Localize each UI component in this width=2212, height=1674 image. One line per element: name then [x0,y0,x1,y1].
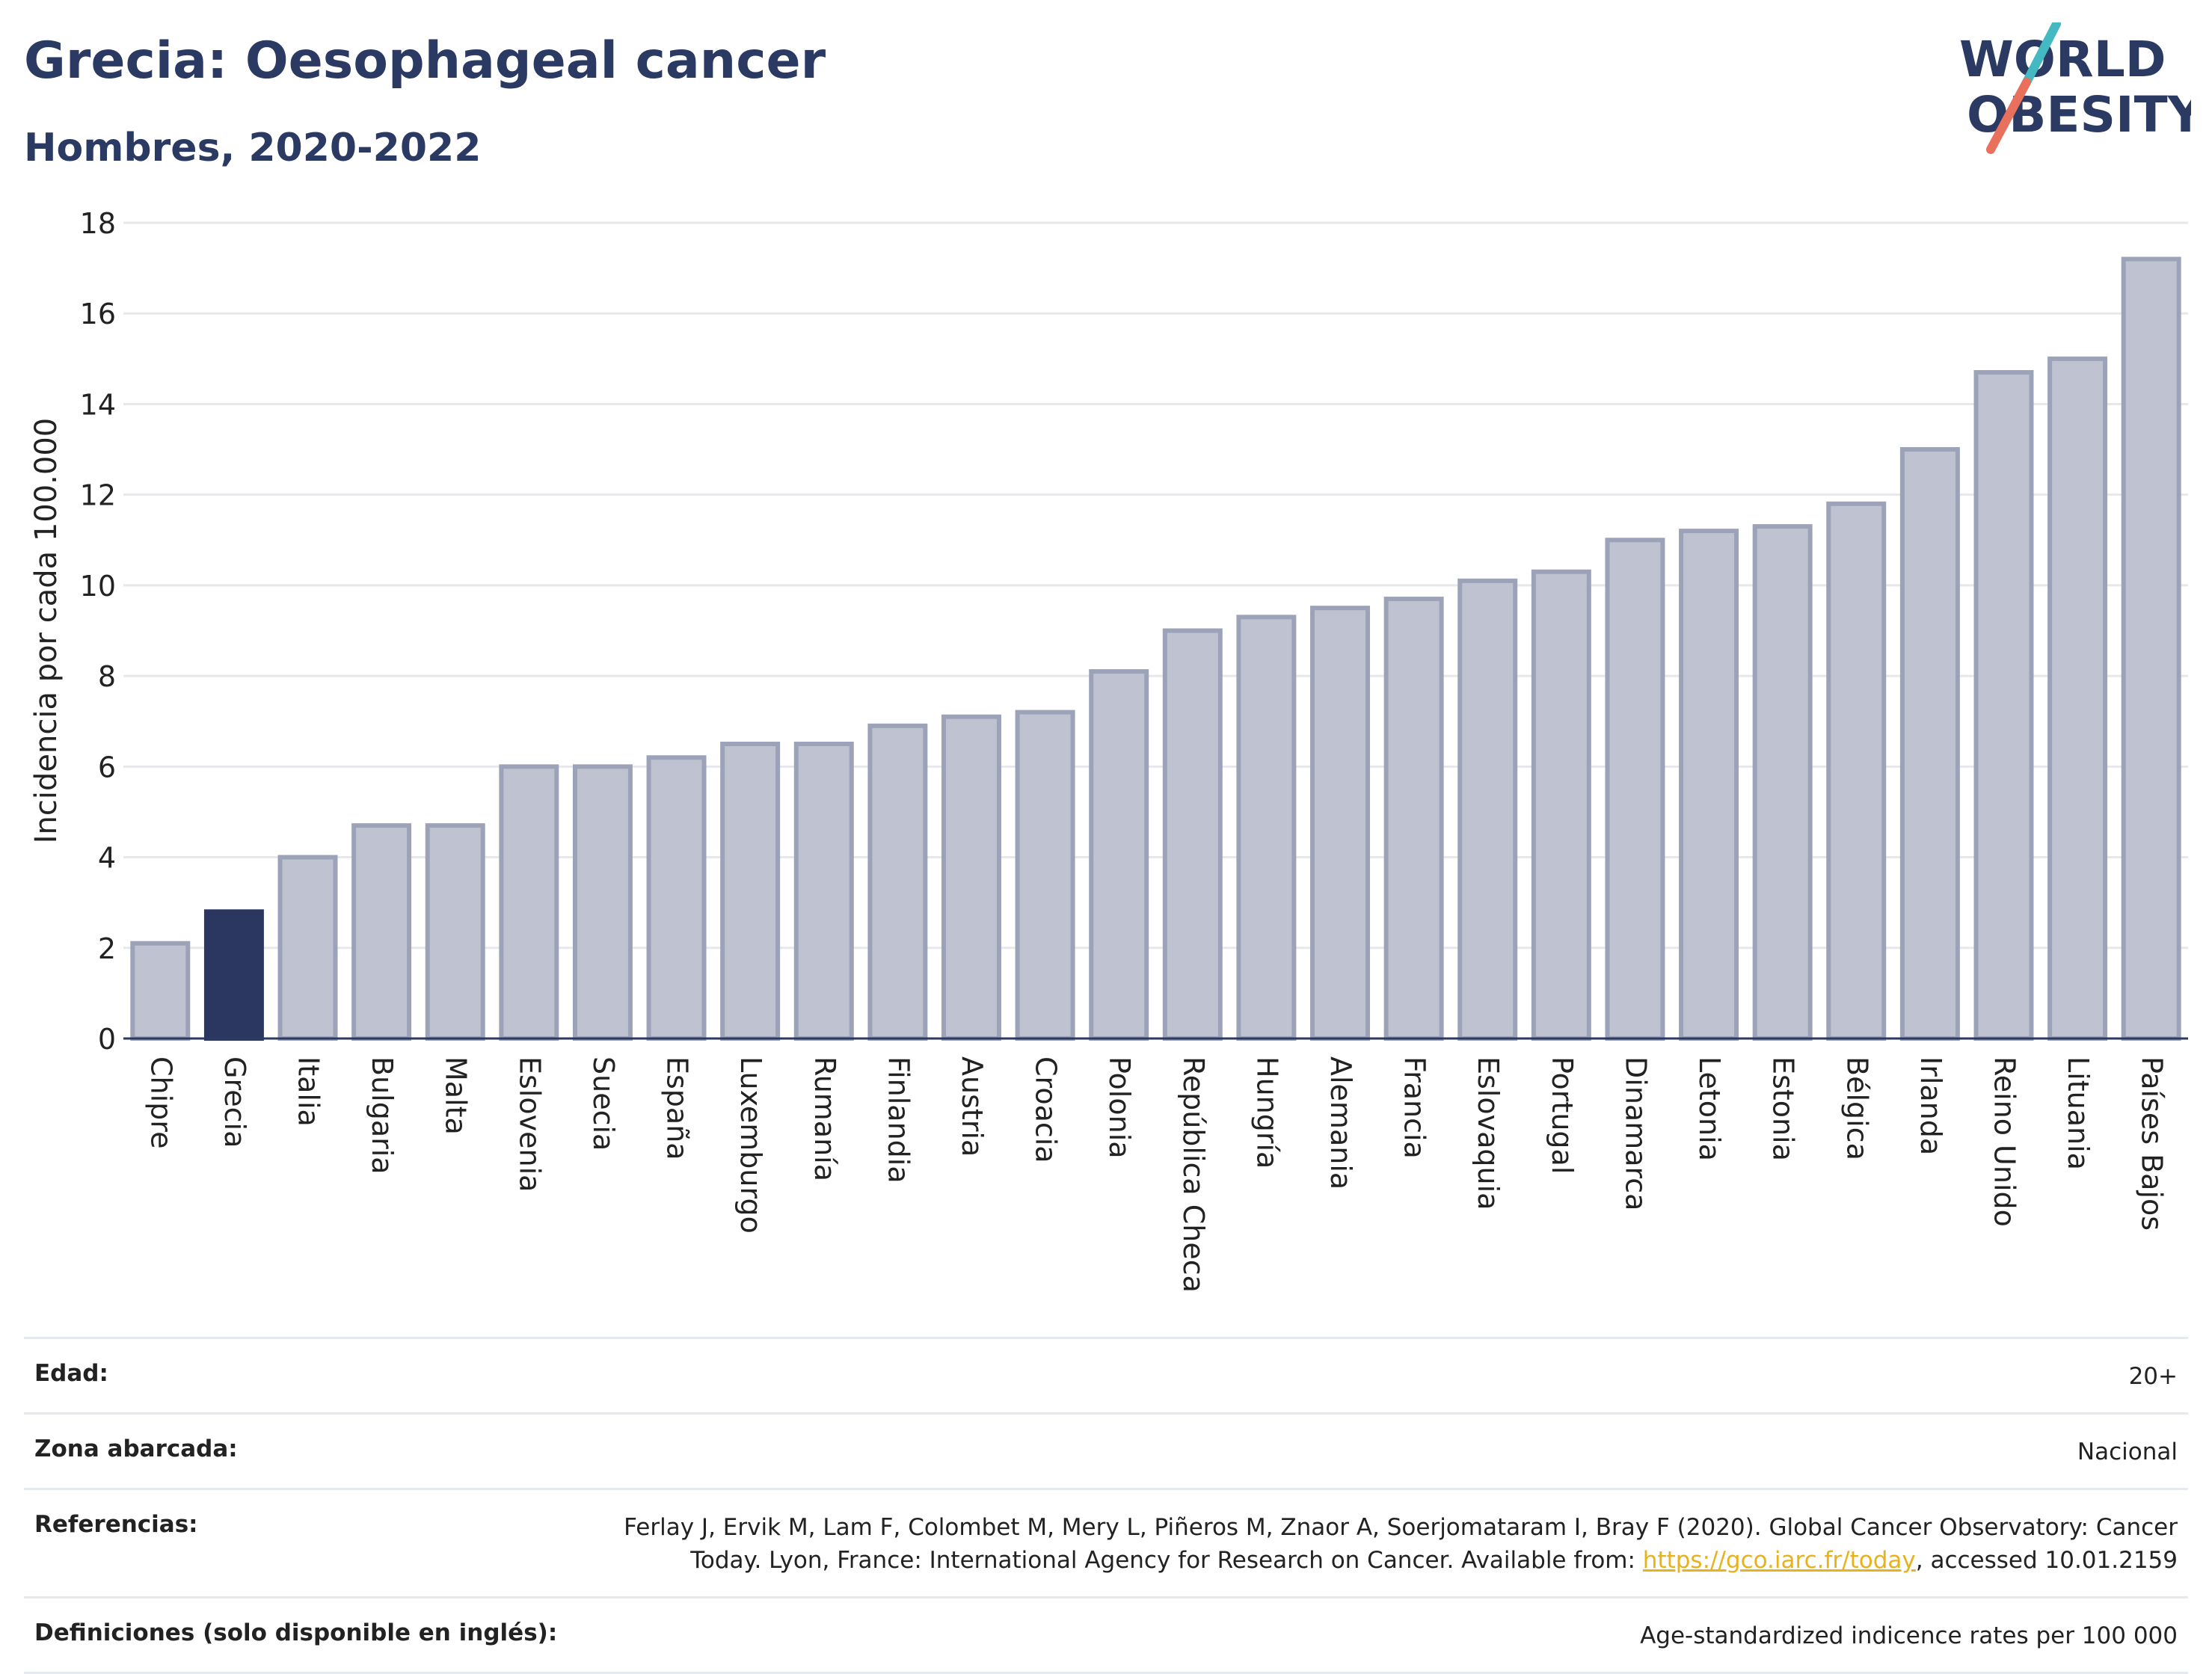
x-tick-label: Francia [1398,1056,1431,1159]
x-tick-label: Eslovaquia [1472,1056,1505,1210]
x-tick-label: Países Bajos [2136,1056,2169,1231]
x-tick-label: Malta [440,1056,473,1135]
bar-letonia [1679,529,1739,1041]
bar-bulgaria [351,823,412,1041]
chart-footer: Edad: 20+ Zona abarcada: Nacional Refere… [24,1337,2188,1674]
x-tick-label: España [661,1056,694,1160]
footer-row-references: Referencias: Ferlay J, Ervik M, Lam F, C… [24,1488,2188,1596]
bar-polonia [1089,669,1149,1041]
x-tick-label: Reino Unido [1988,1056,2021,1227]
bar-estonia [1752,524,1813,1041]
y-tick-label: 16 [80,298,116,330]
footer-row-age: Edad: 20+ [24,1337,2188,1412]
bar-suecia [572,764,633,1041]
y-tick-label: 10 [80,570,116,603]
y-tick-label: 4 [98,842,116,875]
references-value: Ferlay J, Ervik M, Lam F, Colombet M, Me… [607,1511,2178,1577]
bar-hungría [1236,615,1297,1041]
bar-países-bajos [2121,256,2181,1041]
x-tick-label: Hungría [1250,1056,1283,1169]
y-axis-ticks: 0 2 4 6 8 10 12 14 16 18 [80,207,116,1056]
bar-rumanía [793,742,854,1041]
zone-label: Zona abarcada: [34,1435,238,1462]
bar-malta [425,823,485,1041]
references-line1: Ferlay J, Ervik M, Lam F, Colombet M, Me… [624,1514,2178,1541]
bar-reino-unido [1973,370,2034,1041]
x-tick-label: Portugal [1546,1056,1579,1174]
chart-subtitle: Hombres, 2020-2022 [24,126,482,170]
x-tick-label: Luxemburgo [734,1056,767,1234]
x-tick-label: Dinamarca [1619,1056,1652,1210]
y-tick-label: 0 [98,1023,116,1056]
x-tick-label: Croacia [1030,1056,1063,1163]
x-tick-label: Finlandia [882,1056,915,1184]
bar-bélgica [1826,501,1887,1041]
bar-eslovenia [499,764,559,1041]
definitions-value: Age-standardized indicence rates per 100… [1640,1622,2178,1649]
x-tick-label: Grecia [218,1056,251,1148]
references-line2-pre: Today. Lyon, France: International Agenc… [690,1547,1643,1574]
bar-croacia [1015,710,1075,1041]
y-tick-label: 18 [80,207,116,240]
x-tick-label: Irlanda [1914,1056,1947,1155]
x-tick-label: Letonia [1693,1056,1726,1161]
footer-row-definitions: Definiciones (solo disponible en inglés)… [24,1596,2188,1674]
chart-title: Grecia: Oesophageal cancer [24,31,826,90]
bar-italia [277,855,338,1041]
bar-luxemburgo [720,742,781,1041]
x-tick-label: Bélgica [1840,1056,1873,1160]
bar-francia [1383,597,1444,1041]
bar-dinamarca [1605,538,1665,1041]
y-tick-label: 12 [80,479,116,512]
x-axis-labels: Chipre Grecia Italia Bulgaria Malta Eslovenia… [144,1056,2168,1293]
bar-república-checa [1162,628,1223,1041]
x-tick-label: Polonia [1103,1056,1136,1159]
zone-value: Nacional [2077,1438,2178,1465]
x-tick-label: Rumanía [808,1056,841,1181]
y-tick-label: 6 [98,751,116,784]
x-tick-label: Suecia [587,1056,620,1151]
footer-row-zone: Zona abarcada: Nacional [24,1412,2188,1488]
age-value: 20+ [2128,1363,2178,1390]
x-tick-label: Italia [292,1056,325,1127]
y-tick-label: 8 [98,660,116,693]
bar-lituania [2047,356,2108,1041]
bar-alemania [1310,606,1370,1041]
bar-austria [941,714,1001,1041]
logo-slash-top-icon [2022,22,2061,87]
references-line2-post: , accessed 10.01.2159 [1915,1547,2178,1574]
bars [130,256,2181,1041]
logo-slash-bottom-icon [1986,78,2031,154]
definitions-label: Definiciones (solo disponible en inglés)… [34,1619,558,1646]
x-tick-label: Austria [956,1056,989,1157]
bar-grecia [203,909,264,1041]
x-tick-label: Chipre [144,1056,177,1148]
y-tick-label: 2 [98,932,116,965]
bar-chart: 0 2 4 6 8 10 12 14 16 18 Chipre Grecia Italia Bulgar… [29,207,2188,1293]
bar-finlandia [867,723,928,1041]
x-tick-label: Eslovenia [513,1056,546,1192]
references-link[interactable]: https://gco.iarc.fr/today [1642,1547,1916,1574]
y-tick-label: 14 [80,388,116,421]
x-tick-label: Estonia [1767,1056,1800,1161]
logo-line1: WORLD [1959,31,2166,88]
world-obesity-logo: WORLD OBESITY [1959,22,2191,154]
x-tick-label: Bulgaria [366,1056,399,1175]
bar-portugal [1531,569,1591,1041]
bar-chipre [130,941,191,1041]
x-tick-label: República Checa [1177,1056,1210,1293]
x-tick-label: Lituania [2062,1056,2095,1170]
age-label: Edad: [34,1360,108,1387]
x-tick-label: Alemania [1324,1056,1357,1190]
y-axis-label: Incidencia por cada 100.000 [29,418,64,844]
bar-eslovaquia [1457,578,1518,1041]
bar-irlanda [1899,447,1960,1041]
references-label: Referencias: [34,1511,198,1538]
bar-españa [646,755,707,1041]
